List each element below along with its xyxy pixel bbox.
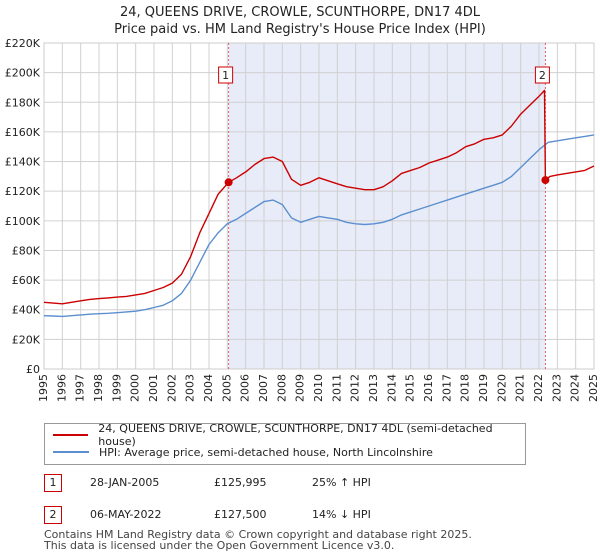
x-tick-label: 2019 — [477, 374, 490, 402]
x-tick-label: 2017 — [440, 374, 453, 402]
x-tick-label: 2015 — [404, 374, 417, 402]
sale-point — [541, 176, 550, 185]
y-tick-label: £220K — [5, 37, 41, 50]
x-tick-label: 2008 — [275, 374, 288, 402]
y-tick-label: £180K — [5, 96, 41, 109]
transaction-row: 2 06-MAY-2022 £127,500 14% ↓ HPI — [44, 506, 584, 526]
price-chart: £0 £20K £40K £60K £80K £100K £120K £140K £160K £1… — [5, 37, 600, 402]
legend-item-hpi: HPI: Average price, semi-detached house,… — [53, 444, 433, 460]
legend-label-property: 24, QUEENS DRIVE, CROWLE, SCUNTHORPE, DN… — [98, 422, 493, 448]
sale-point — [224, 178, 233, 187]
transaction-date: 28-JAN-2005 — [90, 476, 160, 489]
x-tick-label: 2002 — [165, 374, 178, 402]
x-tick-label: 2010 — [312, 374, 325, 402]
x-tick-label: 2013 — [367, 374, 380, 402]
x-tick-label: 2024 — [569, 374, 582, 402]
x-tick-label: 2000 — [129, 374, 142, 402]
y-tick-label: £20K — [12, 333, 41, 346]
transaction-price: £127,500 — [214, 508, 267, 521]
transaction-hpi: 25% ↑ HPI — [312, 476, 371, 489]
legend-swatch-property — [53, 434, 89, 436]
series-line-property — [43, 89, 595, 305]
y-tick-label: £0 — [26, 363, 40, 376]
x-tick-label: 2020 — [495, 374, 508, 402]
transaction-marker: 1 — [44, 474, 62, 492]
x-tick-label: 1996 — [55, 374, 68, 402]
legend-swatch-hpi — [53, 451, 89, 453]
x-tick-label: 1997 — [74, 374, 87, 402]
legend-label-hpi: HPI: Average price, semi-detached house,… — [99, 445, 433, 459]
shaded-region — [228, 43, 546, 369]
y-tick-label: £200K — [5, 67, 41, 80]
transaction-price: £125,995 — [214, 476, 267, 489]
plot-border — [43, 42, 595, 370]
x-tick-label: 1999 — [110, 374, 123, 402]
x-tick-label: 2011 — [330, 374, 343, 402]
x-tick-label: 2018 — [459, 374, 472, 402]
annotation-label: 2 — [539, 69, 546, 82]
x-tick-label: 2005 — [220, 374, 233, 402]
y-tick-label: £40K — [12, 304, 41, 317]
y-tick-label: £60K — [12, 274, 41, 287]
chart-subtitle: Price paid vs. HM Land Registry's House … — [114, 22, 486, 37]
y-tick-label: £140K — [5, 156, 41, 169]
legend-item-property: 24, QUEENS DRIVE, CROWLE, SCUNTHORPE, DN… — [53, 422, 525, 448]
y-tick-label: £80K — [12, 244, 41, 257]
footer: Contains HM Land Registry data © Crown c… — [44, 529, 472, 551]
x-tick-label: 2012 — [349, 374, 362, 402]
x-tick-label: 2009 — [294, 374, 307, 402]
annotation-box — [218, 66, 234, 84]
x-tick-label: 2014 — [385, 374, 398, 402]
x-tick-label: 2016 — [422, 374, 435, 402]
y-tick-label: £100K — [5, 215, 41, 228]
transaction-hpi: 14% ↓ HPI — [312, 508, 371, 521]
x-tick-label: 2025 — [587, 374, 600, 402]
y-tick-label: £160K — [5, 126, 41, 139]
footer-license: This data is licensed under the Open Gov… — [44, 539, 395, 552]
x-tick-label: 2006 — [239, 374, 252, 402]
footer-copyright: Contains HM Land Registry data © Crown c… — [44, 528, 472, 541]
legend: 24, QUEENS DRIVE, CROWLE, SCUNTHORPE, DN… — [44, 422, 526, 465]
series-line-hpi — [43, 134, 595, 318]
x-tick-label: 2003 — [184, 374, 197, 402]
x-tick-label: 2004 — [202, 374, 215, 402]
transaction-marker: 2 — [44, 506, 62, 524]
transaction-date: 06-MAY-2022 — [90, 508, 162, 521]
x-tick-label: 2023 — [550, 374, 563, 402]
x-tick-label: 1995 — [37, 374, 50, 402]
x-tick-label: 2022 — [532, 374, 545, 402]
x-tick-label: 2007 — [257, 374, 270, 402]
y-tick-label: £120K — [5, 185, 41, 198]
x-tick-label: 2001 — [147, 374, 160, 402]
transaction-row: 1 28-JAN-2005 £125,995 25% ↑ HPI — [44, 474, 584, 494]
chart-title: 24, QUEENS DRIVE, CROWLE, SCUNTHORPE, DN… — [119, 5, 481, 20]
annotation-box — [534, 66, 550, 84]
x-tick-label: 1998 — [92, 374, 105, 402]
annotation-label: 1 — [222, 69, 229, 82]
x-tick-label: 2021 — [514, 374, 527, 402]
